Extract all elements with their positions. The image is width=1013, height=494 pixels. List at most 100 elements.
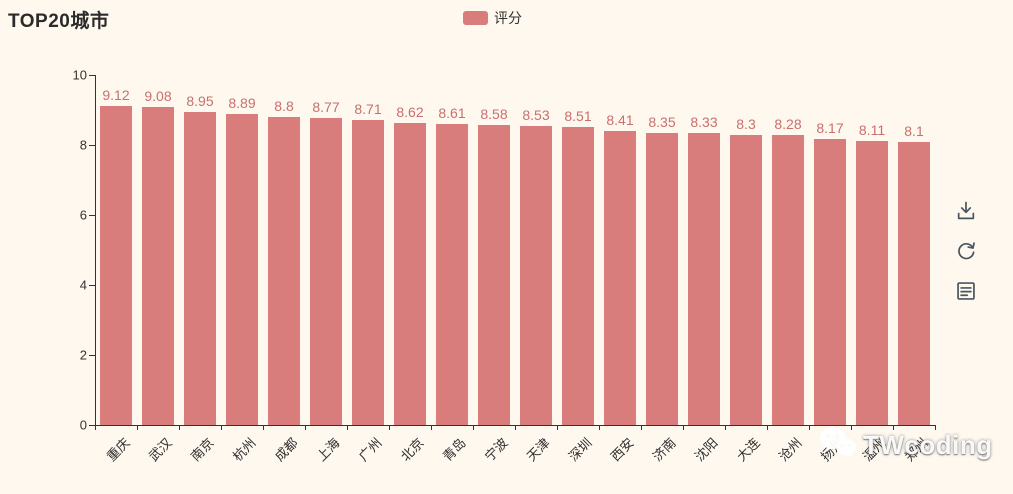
save-as-image-icon[interactable]	[955, 200, 977, 222]
x-axis-tick	[388, 425, 390, 430]
x-axis-tick	[220, 425, 222, 430]
y-axis-tick-label: 0	[79, 417, 87, 433]
x-axis-tick	[472, 425, 474, 430]
x-axis-tick	[598, 425, 600, 430]
x-axis-label: 郑州	[901, 435, 931, 465]
x-axis-tick	[514, 425, 516, 430]
bar-value-label: 8.8	[274, 98, 294, 114]
bar-value-label: 8.35	[648, 113, 676, 130]
bar[interactable]	[856, 141, 888, 425]
x-axis-tick	[724, 425, 726, 430]
bar-value-label: 8.33	[690, 114, 718, 131]
y-axis-tick	[89, 354, 95, 356]
bar[interactable]	[520, 126, 552, 425]
y-axis-tick	[89, 74, 95, 76]
bar-value-label: 8.62	[396, 104, 424, 121]
x-axis-label: 武汉	[145, 435, 175, 465]
bar-value-label: 8.17	[816, 120, 844, 137]
restore-icon[interactable]	[955, 240, 977, 262]
legend-label: 评分	[494, 10, 522, 26]
x-axis-label: 杭州	[229, 435, 259, 465]
x-axis-label: 沧州	[775, 435, 805, 465]
x-axis-tick	[94, 425, 96, 430]
bar[interactable]	[268, 117, 300, 425]
bar-value-label: 8.61	[438, 104, 466, 121]
x-axis-tick	[850, 425, 852, 430]
bar-value-label: 8.58	[480, 105, 508, 122]
x-axis-tick	[934, 425, 936, 430]
x-axis-label: 温州	[859, 435, 889, 465]
bar[interactable]	[646, 132, 678, 425]
bar[interactable]	[226, 113, 258, 425]
bar-value-label: 8.1	[904, 122, 924, 139]
y-axis-tick-label: 4	[79, 277, 87, 293]
x-axis-label: 济南	[649, 435, 679, 465]
bar[interactable]	[310, 118, 342, 425]
x-axis-label: 广州	[355, 435, 385, 465]
bar-value-label: 8.41	[606, 111, 634, 128]
bar[interactable]	[688, 133, 720, 425]
bar-value-label: 8.11	[858, 122, 886, 139]
x-axis-tick	[766, 425, 768, 430]
bar-value-label: 8.3	[736, 115, 756, 132]
bar[interactable]	[604, 130, 636, 425]
y-axis-tick	[89, 214, 95, 216]
bar[interactable]	[436, 123, 468, 425]
x-axis-label: 宁波	[481, 435, 511, 465]
bar[interactable]	[478, 124, 510, 425]
bar[interactable]	[184, 111, 216, 425]
legend-item-rating[interactable]: 评分	[463, 8, 522, 28]
bar[interactable]	[142, 107, 174, 425]
plot-area	[95, 75, 936, 426]
x-axis-label: 沈阳	[691, 435, 721, 465]
bar-value-label: 8.51	[564, 108, 592, 125]
x-axis-tick	[178, 425, 180, 430]
x-axis-label: 深圳	[565, 435, 595, 465]
bar[interactable]	[730, 134, 762, 425]
x-axis-label: 大连	[733, 435, 763, 465]
bar-value-label: 8.77	[312, 99, 340, 116]
x-axis-label: 扬州	[817, 435, 847, 465]
y-axis-tick-label: 6	[79, 207, 87, 223]
y-axis-tick-label: 2	[79, 347, 87, 363]
x-axis-tick	[808, 425, 810, 430]
y-axis-tick-label: 10	[72, 67, 87, 83]
x-axis-tick	[430, 425, 432, 430]
bar[interactable]	[394, 123, 426, 425]
x-axis-label: 天津	[523, 435, 553, 465]
x-axis-tick	[262, 425, 264, 430]
x-axis-tick	[892, 425, 894, 430]
x-axis-label: 北京	[397, 435, 427, 465]
x-axis-tick	[136, 425, 138, 430]
bar-value-label: 8.71	[354, 101, 382, 118]
y-axis-tick-label: 8	[79, 137, 87, 153]
y-axis-tick	[89, 424, 95, 426]
bar[interactable]	[100, 105, 132, 425]
x-axis-tick	[640, 425, 642, 430]
x-axis-label: 上海	[313, 435, 343, 465]
bar-value-label: 9.12	[102, 86, 130, 103]
x-axis-label: 西安	[607, 435, 637, 465]
y-axis-tick	[89, 144, 95, 146]
x-axis-tick	[346, 425, 348, 430]
bar[interactable]	[352, 120, 384, 425]
bar[interactable]	[562, 127, 594, 425]
legend-swatch	[463, 11, 488, 25]
bar[interactable]	[898, 141, 930, 425]
y-axis-tick	[89, 284, 95, 286]
bar-value-label: 8.28	[774, 116, 802, 133]
bar-value-label: 9.08	[144, 88, 172, 105]
x-axis-tick	[556, 425, 558, 430]
x-axis-label: 重庆	[103, 435, 133, 465]
toolbox	[955, 200, 977, 302]
bar[interactable]	[814, 139, 846, 425]
bar[interactable]	[772, 135, 804, 425]
bar-value-label: 8.95	[186, 92, 214, 109]
bar-value-label: 8.53	[522, 107, 550, 124]
x-axis-label: 青岛	[439, 435, 469, 465]
x-axis-label: 南京	[187, 435, 217, 465]
x-axis-label: 成都	[271, 435, 301, 465]
data-view-icon[interactable]	[955, 280, 977, 302]
x-axis-tick	[682, 425, 684, 430]
